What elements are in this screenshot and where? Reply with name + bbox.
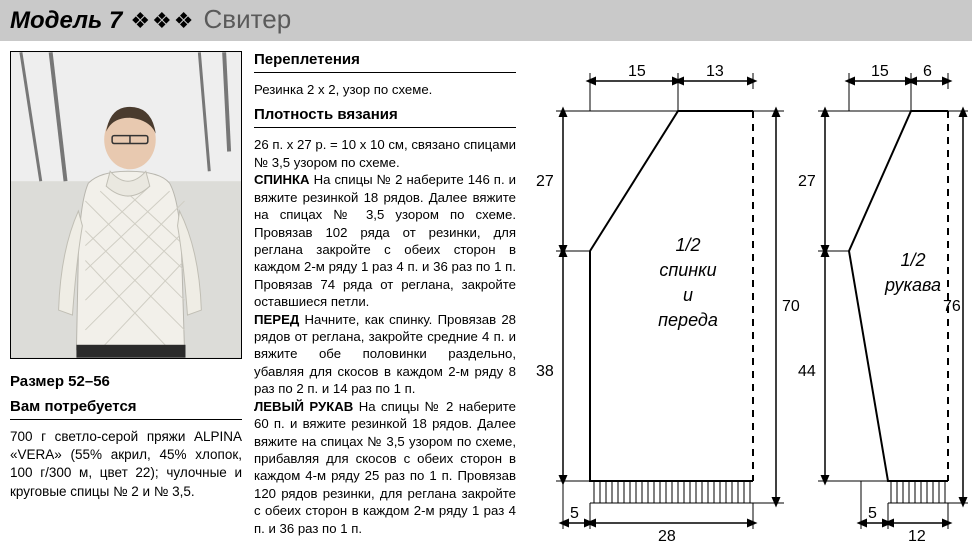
left-column: Размер 52–56 Вам потребуется 700 г светл…: [10, 51, 242, 537]
garment-title: Свитер: [204, 4, 292, 35]
model-number: Модель 7: [10, 7, 122, 35]
body-label-2: спинки: [659, 260, 716, 280]
sleeve-piece: 15 6 27 44 76 5: [798, 63, 968, 545]
dim-slv-hem-w: 12: [908, 528, 926, 545]
body-label-1: 1/2: [675, 235, 700, 255]
slv-label-2: рукава: [884, 275, 941, 295]
dim-body-hem-w: 28: [658, 528, 676, 545]
model-photo: [10, 51, 242, 359]
gauge-header: Плотность вязания: [254, 106, 516, 128]
weave-body: Резинка 2 х 2, узор по схеме.: [254, 81, 516, 98]
materials-header: Вам потребуется: [10, 398, 242, 420]
dim-body-height: 70: [782, 298, 800, 315]
dim-body-top1: 15: [628, 63, 646, 80]
body-label-3: и: [683, 285, 693, 305]
body-piece: 15 13 27 38 70 5: [536, 63, 800, 545]
dim-slv-top1: 15: [871, 63, 889, 80]
dim-slv-hem-l: 5: [868, 505, 877, 522]
body-label-4: переда: [658, 310, 718, 330]
header-decor: ❖❖❖: [130, 8, 195, 34]
dim-slv-height: 76: [943, 298, 961, 315]
dim-slv-cap: 27: [798, 173, 816, 190]
schematic-svg: 15 13 27 38 70 5: [528, 51, 968, 551]
slv-label-1: 1/2: [900, 250, 925, 270]
size-line: Размер 52–56: [10, 373, 242, 390]
page-header: Модель 7 ❖❖❖ Свитер: [0, 0, 972, 41]
dim-body-top2: 13: [706, 63, 724, 80]
instructions-column: Переплетения Резинка 2 х 2, узор по схем…: [254, 51, 516, 537]
dim-slv-body: 44: [798, 363, 816, 380]
dim-body-upper: 27: [536, 173, 554, 190]
weave-header: Переплетения: [254, 51, 516, 73]
schematic-column: 15 13 27 38 70 5: [528, 51, 964, 537]
instructions-body: 26 п. х 27 р. = 10 х 10 см, связано спиц…: [254, 136, 516, 537]
dim-body-lower: 38: [536, 363, 554, 380]
content-row: Размер 52–56 Вам потребуется 700 г светл…: [0, 41, 972, 545]
materials-text: 700 г светло-серой пряжи ALPINA «VERA» (…: [10, 428, 242, 501]
dim-slv-top2: 6: [923, 63, 932, 80]
dim-body-hem-l: 5: [570, 505, 579, 522]
